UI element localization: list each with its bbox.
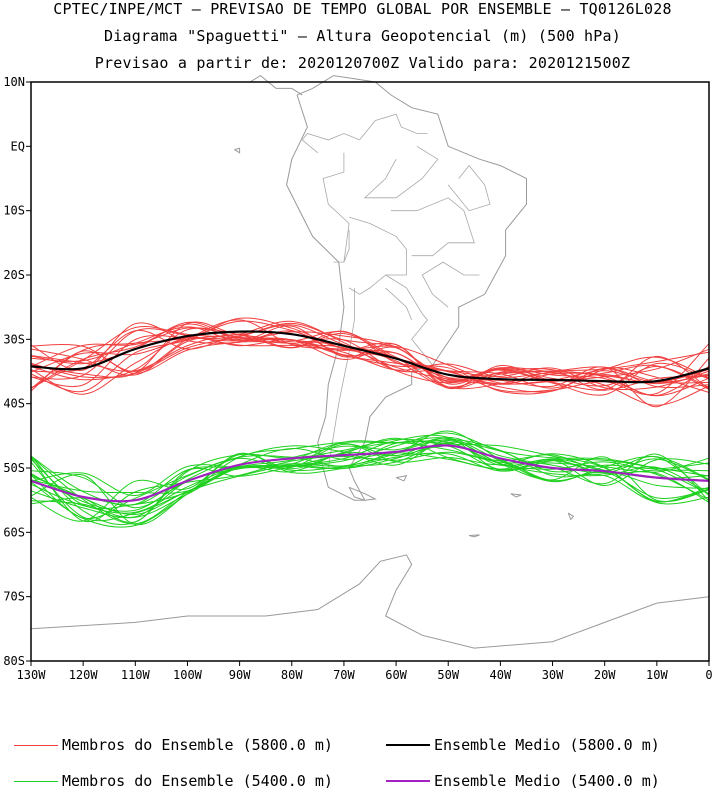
y-tick-label: 30S xyxy=(3,332,25,346)
y-tick-label: EQ xyxy=(11,139,25,153)
y-tick-label: 60S xyxy=(3,525,25,539)
x-tick-label: 10W xyxy=(646,668,668,682)
legend-swatch-members-5400 xyxy=(14,781,58,782)
country-border xyxy=(385,287,413,321)
ensemble-member-line xyxy=(30,322,710,389)
x-tick-label: 20W xyxy=(594,668,616,682)
ensemble-member-line xyxy=(30,430,710,518)
chart-title-line-2: Diagrama "Spaguetti" – Altura Geopotenci… xyxy=(104,27,621,45)
y-tick-label: 10S xyxy=(3,204,25,218)
x-tick-label: 60W xyxy=(385,668,407,682)
y-tick-label: 50S xyxy=(3,461,25,475)
legend-label-mean-5400: Ensemble Medio (5400.0 m) xyxy=(434,772,660,790)
ensemble-member-line xyxy=(30,452,710,522)
coastline xyxy=(348,486,377,501)
x-tick-label: 130W xyxy=(17,668,47,682)
legend-item-members-5400: Membros do Ensemble (5400.0 m) xyxy=(14,772,374,792)
legend-item-mean-5800: Ensemble Medio (5800.0 m) xyxy=(386,736,716,756)
y-tick-label: 80S xyxy=(3,654,25,668)
ensemble-member-line xyxy=(30,330,710,389)
ensemble-member-line xyxy=(30,331,710,406)
country-border xyxy=(363,145,439,199)
y-tick-label: 70S xyxy=(3,590,25,604)
country-border xyxy=(447,164,491,212)
legend-label-mean-5800: Ensemble Medio (5800.0 m) xyxy=(434,736,660,754)
country-border xyxy=(348,216,407,295)
coastline xyxy=(395,475,408,482)
x-tick-label: 110W xyxy=(121,668,151,682)
ensemble-member-line xyxy=(30,439,710,509)
legend-item-members-5800: Membros do Ensemble (5800.0 m) xyxy=(14,736,374,756)
legend-swatch-mean-5800 xyxy=(386,744,430,746)
coastline xyxy=(510,493,522,498)
ensemble-member-line xyxy=(30,322,710,396)
contour-lines xyxy=(30,317,710,528)
x-tick-label: 50W xyxy=(437,668,459,682)
country-border xyxy=(322,152,350,263)
x-tick-label: 40W xyxy=(490,668,512,682)
country-border xyxy=(390,197,475,257)
legend-item-mean-5400: Ensemble Medio (5400.0 m) xyxy=(386,772,716,792)
chart-title-line-1: CPTEC/INPE/MCT – PREVISAO DE TEMPO GLOBA… xyxy=(53,0,672,18)
ensemble-member-line xyxy=(30,323,710,396)
country-border xyxy=(333,230,350,263)
y-tick-label: 20S xyxy=(3,268,25,282)
ensemble-member-line xyxy=(30,441,710,516)
ensemble-member-line xyxy=(30,434,710,497)
ensemble-member-line xyxy=(30,327,710,385)
x-tick-label: 100W xyxy=(173,668,203,682)
ensemble-member-line xyxy=(30,438,710,506)
legend-label-members-5400: Membros do Ensemble (5400.0 m) xyxy=(62,772,333,790)
country-border xyxy=(327,287,355,469)
coastline xyxy=(567,512,575,521)
ensemble-member-line xyxy=(30,437,710,523)
ensemble-member-line xyxy=(30,326,710,390)
ensemble-mean-line xyxy=(30,330,710,384)
legend-swatch-mean-5400 xyxy=(386,780,430,782)
axes: 130W 120W 110W 100W 90W 80W 70W 60W 50W 40W 30W 20W… xyxy=(3,75,712,682)
y-tick-label: 40S xyxy=(3,397,25,411)
country-border xyxy=(301,133,360,154)
ensemble-member-line xyxy=(30,320,710,390)
ensemble-member-line xyxy=(30,437,710,495)
x-tick-label: 70W xyxy=(333,668,355,682)
coastline xyxy=(30,554,710,649)
ensemble-mean-line xyxy=(30,444,710,503)
chart-title-line-3: Previsao a partir de: 2020120700Z Valido… xyxy=(94,54,631,72)
country-border xyxy=(385,274,433,366)
x-tick-label: 30W xyxy=(542,668,564,682)
x-tick-label: 90W xyxy=(229,668,251,682)
country-border xyxy=(359,113,428,141)
coastline xyxy=(239,74,303,96)
x-tick-label: 120W xyxy=(69,668,99,682)
y-tick-label: 10N xyxy=(3,75,25,89)
legend-label-members-5800: Membros do Ensemble (5800.0 m) xyxy=(62,736,333,754)
legend-swatch-members-5800 xyxy=(14,745,58,746)
country-border xyxy=(421,261,480,308)
plot-frame xyxy=(30,81,710,662)
coastline xyxy=(234,147,241,154)
ensemble-member-line xyxy=(30,451,710,523)
ensemble-member-line xyxy=(30,440,710,526)
x-tick-label: 0 xyxy=(705,668,712,682)
x-tick-label: 80W xyxy=(281,668,303,682)
coastline xyxy=(468,534,480,538)
